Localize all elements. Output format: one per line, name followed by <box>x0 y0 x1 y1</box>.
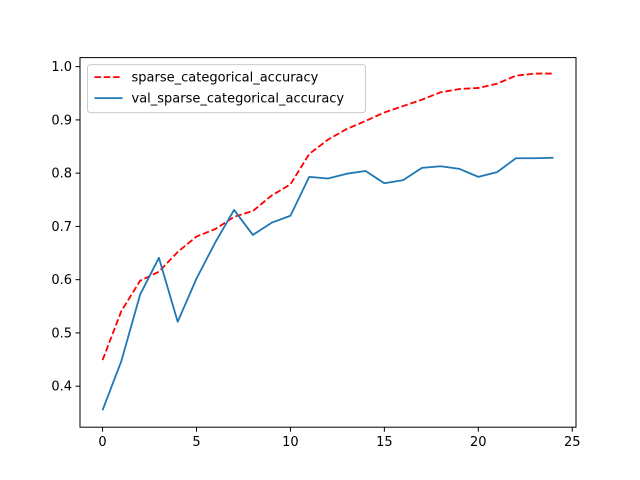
x-tick-label-2: 10 <box>282 435 299 450</box>
y-axis: 0.4 0.5 0.6 0.7 0.8 0.9 1.0 <box>51 60 80 395</box>
x-tick-label-1: 5 <box>192 435 200 450</box>
legend: sparse_categorical_accuracy val_sparse_ca… <box>87 64 366 114</box>
y-tick-label-1: 0.5 <box>51 326 72 341</box>
y-tick-label-4: 0.8 <box>51 167 72 182</box>
x-tick-label-5: 25 <box>564 435 581 450</box>
legend-box <box>87 64 366 114</box>
series-layer <box>101 72 554 411</box>
legend-label-1: val_sparse_categorical_accuracy <box>132 92 345 107</box>
x-axis: 0 5 10 15 20 25 <box>98 427 581 450</box>
x-tick-label-3: 15 <box>376 435 393 450</box>
y-tick-label-3: 0.7 <box>51 220 72 235</box>
x-tick-label-4: 20 <box>470 435 487 450</box>
series-line-0 <box>101 72 554 361</box>
y-tick-label-5: 0.9 <box>51 113 72 128</box>
y-tick-label-2: 0.6 <box>51 273 72 288</box>
y-tick-label-0: 0.4 <box>51 380 72 395</box>
x-tick-label-0: 0 <box>98 435 106 450</box>
series-line-1 <box>101 156 554 411</box>
legend-label-0: sparse_categorical_accuracy <box>132 71 319 86</box>
plot-area-frame <box>79 57 577 428</box>
y-tick-label-6: 1.0 <box>51 60 72 75</box>
